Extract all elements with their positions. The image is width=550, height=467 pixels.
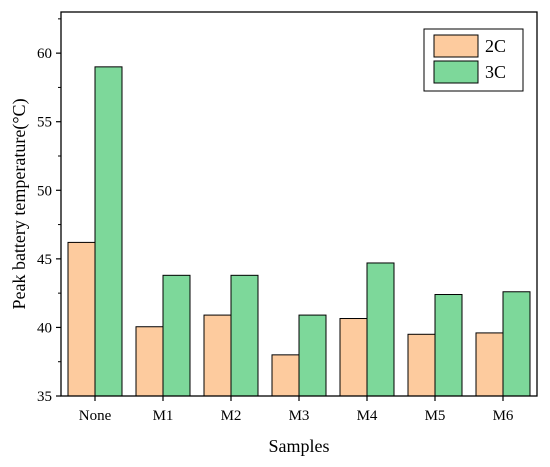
x-tick-label: M5 (425, 408, 446, 424)
legend-swatch-3C (433, 60, 479, 84)
bar-3C-M5 (434, 294, 463, 397)
bar-3C-M6 (502, 291, 531, 397)
x-tick-label: M1 (153, 408, 174, 424)
chart-axes: None M1 M2 M3 M4 M5 M6 35 40 45 50 55 60 (37, 18, 514, 424)
y-tick-label: 55 (37, 115, 52, 131)
legend-label-3C: 3C (485, 62, 506, 82)
chart-marks (67, 66, 531, 397)
bar-2C-None (67, 241, 96, 397)
y-tick-label: 60 (37, 46, 52, 62)
bar-3C-M1 (162, 274, 191, 397)
bar-2C-M5 (407, 333, 436, 397)
bar-2C-M4 (339, 318, 368, 397)
y-tick-label: 50 (37, 183, 52, 199)
x-axis-title: Samples (269, 436, 330, 456)
x-tick-label: M6 (493, 408, 514, 424)
bar-3C-M4 (366, 262, 395, 397)
y-axis-title: Peak battery temperature(°C) (9, 98, 30, 309)
bar-3C-None (94, 66, 123, 397)
x-tick-label: M2 (221, 408, 242, 424)
bar-2C-M1 (135, 326, 164, 397)
x-tick-label: M3 (289, 408, 310, 424)
x-tick-label: M4 (357, 408, 378, 424)
bar-3C-M3 (298, 314, 327, 397)
bar-2C-M6 (475, 332, 504, 397)
bar-2C-M2 (203, 314, 232, 397)
bar-3C-M2 (230, 274, 259, 397)
y-tick-label: 40 (37, 320, 52, 336)
legend-label-2C: 2C (485, 36, 506, 56)
y-tick-label: 45 (37, 252, 52, 268)
y-tick-label: 35 (37, 389, 52, 405)
bar-2C-M3 (271, 354, 300, 397)
x-tick-label: None (79, 408, 112, 424)
legend-swatch-2C (433, 34, 479, 58)
